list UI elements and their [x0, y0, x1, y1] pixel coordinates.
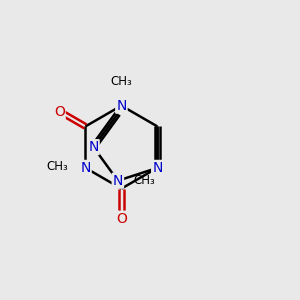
Text: N: N [88, 140, 99, 154]
Text: N: N [116, 99, 127, 113]
Text: CH₃: CH₃ [46, 160, 68, 173]
Text: O: O [116, 212, 127, 226]
Text: O: O [54, 105, 65, 119]
Text: N: N [113, 174, 123, 188]
Text: CH₃: CH₃ [110, 76, 132, 88]
Text: N: N [80, 161, 91, 175]
Text: CH₃: CH₃ [134, 174, 155, 187]
Text: N: N [152, 161, 163, 175]
